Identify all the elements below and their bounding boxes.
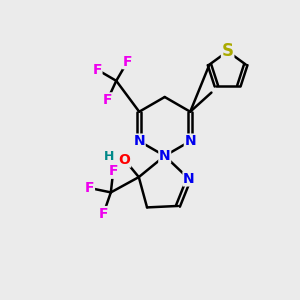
Text: O: O (119, 153, 130, 167)
Text: F: F (123, 55, 132, 69)
Text: H: H (104, 150, 115, 163)
Text: N: N (159, 149, 170, 163)
Text: F: F (108, 164, 118, 178)
Text: S: S (222, 42, 234, 60)
Text: N: N (184, 134, 196, 148)
Text: F: F (99, 207, 108, 220)
Text: F: F (103, 93, 112, 107)
Text: F: F (85, 181, 94, 195)
Text: F: F (92, 63, 102, 76)
Text: N: N (134, 134, 145, 148)
Text: N: N (183, 172, 195, 186)
